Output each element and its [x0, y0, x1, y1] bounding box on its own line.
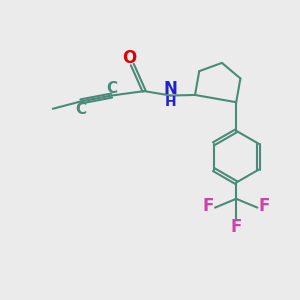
Text: F: F	[230, 218, 242, 236]
Text: N: N	[164, 80, 178, 98]
Text: C: C	[106, 81, 117, 96]
Text: F: F	[258, 197, 270, 215]
Text: O: O	[122, 49, 136, 67]
Text: F: F	[203, 197, 214, 215]
Text: C: C	[75, 102, 86, 117]
Text: H: H	[165, 95, 176, 109]
